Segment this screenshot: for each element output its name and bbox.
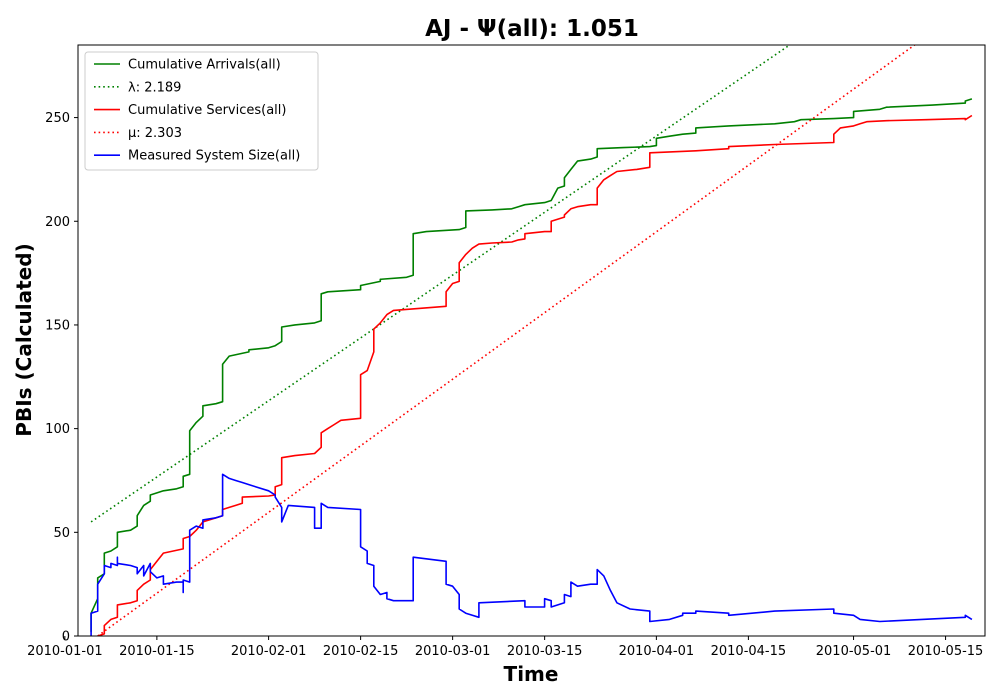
legend-label-measured-system-size-all: Measured System Size(all): [128, 149, 300, 164]
x-tick-label: 2010-02-15: [323, 644, 399, 659]
x-tick-label: 2010-05-15: [908, 644, 984, 659]
x-axis: 2010-01-01 2010-01-15 2010-02-01 2010-02-15…: [27, 636, 983, 659]
y-axis-title: PBIs (Calculated): [12, 243, 36, 436]
legend-label-cumulative-services-all: Cumulative Services(all): [128, 103, 286, 118]
y-tick-label: 100: [45, 422, 70, 437]
y-axis: 0 50 100 150 200 250: [45, 111, 78, 645]
legend-label-cumulative-arrivals-all: Cumulative Arrivals(all): [128, 58, 281, 73]
legend: Cumulative Arrivals(all) λ: 2.189 Cumulati…: [84, 51, 319, 171]
y-tick-label: 200: [45, 215, 70, 230]
x-tick-label: 2010-05-01: [816, 644, 892, 659]
x-axis-title: Time: [504, 662, 559, 686]
series-line-5: [90, 473, 973, 636]
series-line-4: [97, 45, 916, 636]
y-tick-label: 250: [45, 111, 70, 126]
y-tick-label: 0: [62, 630, 70, 645]
x-tick-label: 2010-04-15: [711, 644, 787, 659]
y-tick-label: 150: [45, 318, 70, 333]
x-tick-label: 2010-01-01: [27, 644, 103, 659]
x-tick-label: 2010-01-15: [119, 644, 195, 659]
series-line-3: [97, 114, 973, 636]
legend-label-2-189: λ: 2.189: [128, 80, 181, 95]
series-layer: [90, 45, 973, 636]
x-tick-label: 2010-02-01: [231, 644, 307, 659]
legend-label-2-303: μ: 2.303: [128, 126, 182, 141]
legend-box: [84, 51, 319, 171]
plot-frame: [77, 44, 986, 637]
chart-title: AJ - Ψ(all): 1.051: [425, 16, 639, 42]
y-tick-label: 50: [53, 526, 70, 541]
series-line-1: [90, 98, 973, 632]
x-tick-label: 2010-04-01: [619, 644, 695, 659]
x-tick-label: 2010-03-01: [415, 644, 491, 659]
x-tick-label: 2010-03-15: [507, 644, 583, 659]
